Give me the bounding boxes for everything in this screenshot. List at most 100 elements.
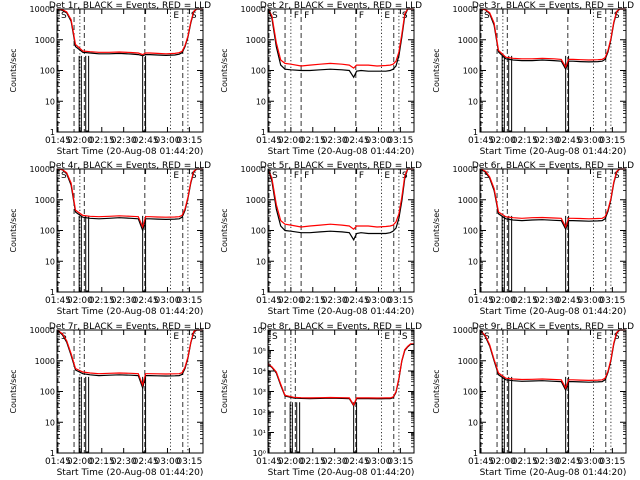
x-tick-label: 03:15 [599,296,625,306]
x-tick-label: 03:00 [155,296,181,306]
y-tick-label: 10 [45,418,55,427]
y-tick-label: 10⁰ [253,449,266,458]
x-tick-label: 03:15 [387,296,413,306]
gap-notch [85,55,90,132]
gap-notch [508,376,513,453]
x-tick-label: 02:30 [111,136,137,146]
chart-title: Det 8r, BLACK = Events, RED = LLD [260,322,422,332]
y-tick-label: 10³ [253,388,266,397]
x-tick-label: 02:00 [278,296,304,306]
marker-label: S [191,171,197,181]
marker-label: S [484,11,490,21]
y-tick-label: 1 [50,288,55,297]
series-line [267,168,414,231]
marker-label: E [173,332,179,342]
x-tick-label: 02:15 [89,136,115,146]
x-tick-label: 03:00 [366,296,392,306]
x-axis-label: Start Time (20-Aug-08 01:44:20) [57,468,204,478]
x-tick-label: 03:15 [176,136,202,146]
y-tick-label: 1000 [458,357,478,366]
y-tick-label: 10⁶ [253,326,266,335]
y-tick-label: 10⁵ [253,347,266,356]
chart-title: Det 5r, BLACK = Events, RED = LLD [260,161,422,171]
marker-label: S [484,171,490,181]
gap-notch [508,215,513,292]
x-tick-label: 02:30 [322,136,348,146]
x-tick-label: 01:45 [468,457,494,467]
x-axis-label: Start Time (20-Aug-08 01:44:20) [57,147,204,157]
y-tick-label: 100 [40,388,55,397]
series-line [480,8,626,69]
marker-label: E [384,332,390,342]
gap-notch [142,55,147,132]
series-line [479,168,626,229]
x-tick-label: 02:30 [322,296,348,306]
series-line [56,329,203,388]
x-axis-label: Start Time (20-Aug-08 01:44:20) [268,307,415,317]
x-tick-label: 02:45 [344,457,370,467]
y-tick-label: 1 [261,128,266,137]
marker-label: S [191,332,197,342]
x-tick-label: 02:00 [490,136,516,146]
x-axis-label: Start Time (20-Aug-08 01:44:20) [268,468,415,478]
gap-notch [565,215,570,292]
marker-label: S [272,332,278,342]
x-tick-label: 02:15 [89,296,115,306]
x-tick-label: 03:15 [599,136,625,146]
chart-title: Det 7r, BLACK = Events, RED = LLD [49,322,211,332]
series-line [267,8,414,79]
x-tick-label: 03:15 [387,457,413,467]
y-tick-label: 10000 [30,326,55,335]
x-tick-label: 03:00 [155,136,181,146]
x-tick-label: 02:30 [111,296,137,306]
series-line [57,168,203,229]
y-tick-label: 100 [40,67,55,76]
x-tick-label: 02:00 [278,136,304,146]
chart-title: Det 3r, BLACK = Events, RED = LLD [472,1,634,11]
x-tick-label: 02:45 [133,457,159,467]
y-tick-label: 100 [463,67,478,76]
x-tick-label: 02:30 [534,296,560,306]
y-tick-label: 10000 [453,326,478,335]
x-tick-label: 02:45 [133,136,159,146]
gap-notch [85,376,90,453]
y-tick-label: 100 [251,227,266,236]
x-tick-label: 02:15 [300,296,326,306]
series-line [57,8,203,57]
x-tick-label: 03:00 [366,457,392,467]
x-tick-label: 02:45 [556,136,582,146]
x-axis-label: Start Time (20-Aug-08 01:44:20) [57,307,204,317]
x-tick-label: 03:00 [578,457,604,467]
gap-notch [353,402,358,453]
y-tick-label: 1 [473,128,478,137]
x-tick-label: 02:00 [490,457,516,467]
x-tick-label: 03:00 [578,136,604,146]
x-tick-label: 02:15 [89,457,115,467]
x-tick-label: 02:45 [344,136,370,146]
gap-notch [565,376,570,453]
y-tick-label: 10 [468,97,478,106]
y-axis-label: Counts/sec [432,208,441,252]
y-tick-label: 10⁴ [253,367,266,376]
x-tick-label: 02:15 [512,296,538,306]
marker-label: S [484,332,490,342]
y-tick-label: 10000 [241,5,266,14]
x-tick-label: 02:45 [556,296,582,306]
y-tick-label: 1 [261,288,266,297]
marker-label: F [294,11,299,21]
y-tick-label: 10 [45,257,55,266]
x-tick-label: 01:45 [45,136,71,146]
x-tick-label: 02:30 [534,457,560,467]
x-tick-label: 03:15 [176,457,202,467]
x-tick-label: 01:45 [45,296,71,306]
gap-notch [142,376,147,453]
y-axis-label: Counts/sec [9,369,18,413]
y-tick-label: 1000 [458,36,478,45]
y-axis-label: Counts/sec [9,48,18,92]
x-tick-label: 03:15 [387,136,413,146]
y-tick-label: 100 [463,227,478,236]
gap-notch [508,55,513,132]
y-tick-label: 1 [50,449,55,458]
x-tick-label: 02:15 [300,457,326,467]
marker-label: F [359,11,364,21]
